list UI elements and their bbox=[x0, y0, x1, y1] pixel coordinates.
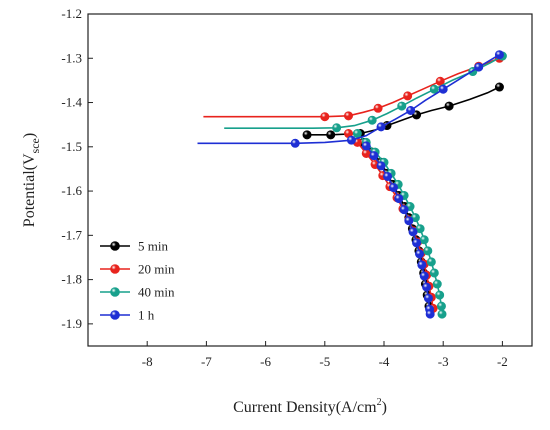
data-point-1-h bbox=[394, 194, 404, 204]
data-point-1-h bbox=[383, 171, 393, 181]
data-point-40-min bbox=[437, 309, 447, 319]
data-point-1-h bbox=[369, 151, 379, 161]
data-point-1-h bbox=[404, 216, 414, 226]
series-line-anodic-1-h bbox=[197, 54, 500, 145]
legend-label-40-min: 40 min bbox=[138, 285, 175, 300]
x-tick-label: -4 bbox=[379, 354, 390, 369]
y-axis-title-sub: sce bbox=[28, 138, 42, 153]
data-point-40-min bbox=[426, 257, 436, 267]
data-point-40-min bbox=[397, 101, 407, 111]
x-axis-title: Current Density(A/cm2) bbox=[233, 397, 387, 416]
legend: 5 min 20 min 40 min 1 h bbox=[100, 239, 175, 323]
y-tick-label: -1.3 bbox=[61, 50, 82, 65]
data-point-5-min bbox=[326, 130, 336, 140]
axis-ticks: -8 -7 -6 -5 -4 -3 -2 -1.2 -1.3 -1.4 -1.5 -1.6 -1.7 -1… bbox=[61, 6, 507, 369]
x-tick-label: -3 bbox=[438, 354, 449, 369]
data-point-1-h bbox=[376, 122, 386, 132]
y-tick-label: -1.2 bbox=[61, 6, 82, 21]
data-point-20-min bbox=[403, 91, 413, 101]
y-axis-title-close: ) bbox=[21, 133, 38, 138]
data-point-20-min bbox=[343, 111, 353, 121]
legend-label-5-min: 5 min bbox=[138, 239, 168, 254]
series-layer bbox=[197, 50, 507, 319]
y-tick-label: -1.5 bbox=[61, 139, 82, 154]
data-point-40-min bbox=[332, 123, 342, 133]
data-point-5-min bbox=[494, 82, 504, 92]
data-point-40-min bbox=[436, 301, 446, 311]
legend-marker-40-min bbox=[110, 287, 120, 297]
y-axis-title: Potential(Vsce) bbox=[21, 133, 42, 227]
x-axis-title-unit: (A/cm bbox=[336, 399, 377, 416]
data-point-1-h bbox=[419, 271, 429, 281]
y-tick-label: -1.8 bbox=[61, 272, 82, 287]
data-point-1-h bbox=[438, 84, 448, 94]
y-axis-title-main: Potential(V bbox=[21, 153, 38, 227]
series-line-cathodic-20-min bbox=[347, 132, 434, 309]
data-point-1-h bbox=[412, 238, 422, 248]
data-point-40-min bbox=[352, 129, 362, 139]
data-point-40-min bbox=[429, 84, 439, 94]
legend-label-1-h: 1 h bbox=[138, 308, 155, 323]
data-point-1-h bbox=[408, 227, 418, 237]
plot-frame bbox=[87, 13, 533, 347]
x-axis-title-close: ) bbox=[382, 399, 387, 416]
data-point-40-min bbox=[423, 246, 433, 256]
x-tick-label: -8 bbox=[142, 354, 153, 369]
legend-marker-20-min bbox=[110, 264, 120, 274]
series-line-anodic-20-min bbox=[203, 57, 500, 118]
y-tick-label: -1.4 bbox=[61, 95, 82, 110]
legend-label-20-min: 20 min bbox=[138, 262, 175, 277]
legend-marker-1-h bbox=[110, 310, 120, 320]
data-point-1-h bbox=[423, 293, 433, 303]
data-point-40-min bbox=[432, 279, 442, 289]
data-point-1-h bbox=[388, 183, 398, 193]
data-point-40-min bbox=[429, 268, 439, 278]
x-tick-label: -6 bbox=[260, 354, 271, 369]
y-tick-label: -1.6 bbox=[61, 183, 82, 198]
data-point-5-min bbox=[444, 101, 454, 111]
data-point-5-min bbox=[302, 130, 312, 140]
data-point-20-min bbox=[373, 103, 383, 113]
y-tick-label: -1.9 bbox=[61, 316, 82, 331]
data-point-1-h bbox=[406, 106, 416, 116]
data-point-1-h bbox=[474, 62, 484, 72]
data-point-1-h bbox=[422, 282, 432, 292]
legend-marker-5-min bbox=[110, 241, 120, 251]
data-point-1-h bbox=[346, 135, 356, 145]
data-point-20-min bbox=[320, 112, 330, 122]
data-point-1-h bbox=[417, 260, 427, 270]
data-point-40-min bbox=[419, 235, 429, 245]
data-point-1-h bbox=[376, 161, 386, 171]
x-tick-label: -2 bbox=[497, 354, 508, 369]
data-point-1-h bbox=[399, 205, 409, 215]
x-axis-title-main: Current Density bbox=[233, 399, 336, 416]
data-point-1-h bbox=[290, 138, 300, 148]
x-tick-label: -5 bbox=[319, 354, 330, 369]
data-point-40-min bbox=[367, 115, 377, 125]
data-point-40-min bbox=[435, 290, 445, 300]
data-point-1-h bbox=[494, 50, 504, 60]
data-point-1-h bbox=[361, 141, 371, 151]
x-tick-label: -7 bbox=[201, 354, 212, 369]
data-point-1-h bbox=[415, 249, 425, 259]
x-axis-title-sup: 2 bbox=[377, 397, 382, 408]
y-tick-label: -1.7 bbox=[61, 227, 82, 242]
data-point-1-h bbox=[425, 309, 435, 319]
